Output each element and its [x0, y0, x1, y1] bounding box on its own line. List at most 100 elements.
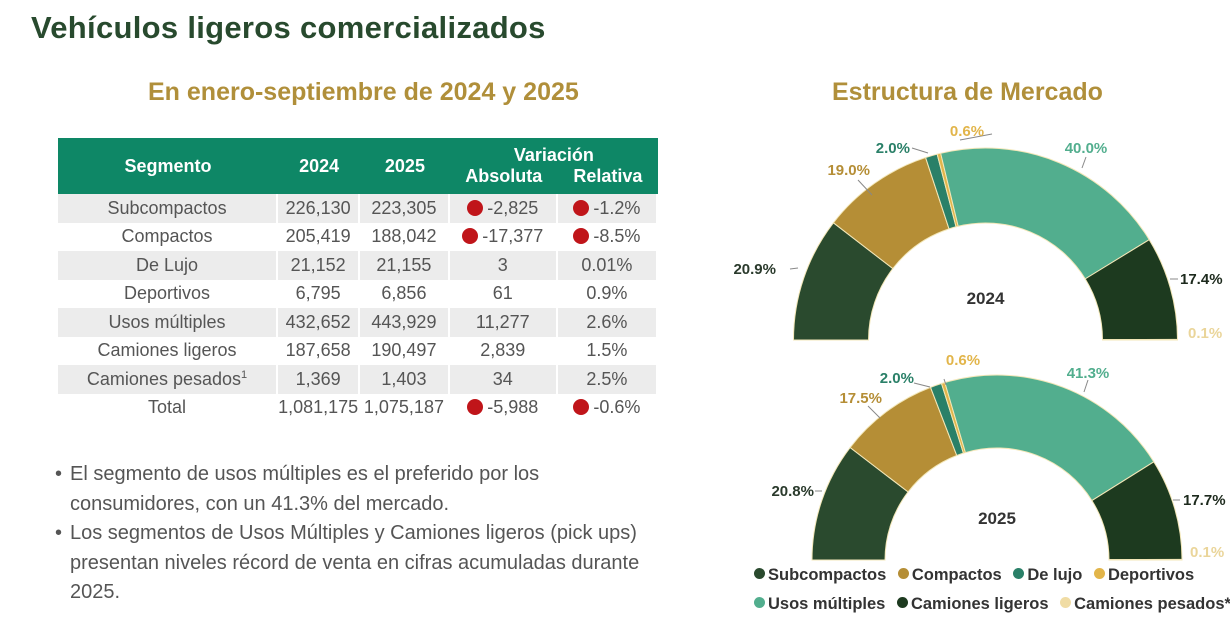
leader-line [943, 378, 947, 386]
cell-relative-value: 0.01% [581, 254, 633, 275]
leader-line [1083, 379, 1089, 393]
cell-absolute: 11,277 [449, 308, 558, 337]
cell-relative: 2.6% [557, 308, 658, 337]
legend-item-usos-multiples: Usos múltiples [754, 595, 885, 614]
bullet-icon: • [55, 522, 63, 544]
leader-line [789, 267, 799, 270]
center-year-label: 2024 [967, 289, 1005, 308]
cell-relative: 0.9% [557, 279, 658, 308]
cell-segment: Usos múltiples [58, 308, 279, 337]
cell-relative-value: 1.5% [586, 340, 628, 361]
data-label: 19.0% [827, 162, 870, 179]
cell-absolute-value: -5,988 [487, 397, 539, 418]
cell-absolute: 34 [449, 365, 558, 394]
negative-indicator-icon [573, 199, 590, 216]
cell-2025-value: 443,929 [371, 311, 437, 332]
col-header-2025: 2025 [360, 138, 450, 194]
cell-2024: 226,130 [278, 194, 361, 223]
cell-absolute: 3 [449, 251, 558, 280]
cell-2025: 188,042 [360, 222, 450, 251]
legend-label: Subcompactos [768, 566, 887, 584]
legend-row: Subcompactos Compactos De lujo Deportivo… [754, 566, 1230, 595]
legend-swatch-icon [1093, 568, 1105, 579]
cell-absolute-value: 3 [497, 254, 508, 275]
cell-2024-value: 6,795 [295, 283, 341, 304]
cell-2025-value: 1,403 [381, 368, 427, 389]
cell-2025-value: 6,856 [381, 283, 427, 304]
chart-legend: Subcompactos Compactos De lujo Deportivo… [754, 566, 1230, 624]
cell-2024-value: 432,652 [285, 311, 351, 332]
cell-absolute-value: 34 [492, 368, 513, 389]
cell-segment: Compactos [58, 222, 279, 251]
data-label: 20.8% [771, 483, 814, 500]
footnote-marker: 1 [241, 368, 248, 381]
cell-2024-value: 1,081,175 [278, 397, 359, 418]
cell-segment: Camiones pesados1 [58, 365, 279, 394]
cell-2025: 223,305 [360, 194, 450, 223]
table-row: Compactos 205,419 188,042 -17,377 -8.5% [58, 222, 658, 251]
cell-absolute-value: 2,839 [480, 340, 526, 361]
half-donut-2025: 20.8% 17.5% 2.0% 0.6% 41.3% 17.7% 0.1% 2025 [771, 352, 1225, 561]
data-label: 17.7% [1183, 492, 1226, 509]
leader-line [867, 405, 881, 419]
cell-2024-value: 226,130 [285, 197, 351, 218]
cell-segment-value: Usos múltiples [108, 311, 226, 332]
bullet-text: Los segmentos de Usos Múltiples y Camion… [70, 522, 640, 603]
cell-absolute: -2,825 [449, 194, 558, 223]
table-row: Subcompactos 226,130 223,305 -2,825 -1.2% [58, 194, 658, 223]
legend-label: Usos múltiples [768, 595, 886, 613]
table-subheader-row: Absoluta Relativa [58, 166, 658, 194]
legend-label: De lujo [1027, 566, 1083, 584]
cell-relative: -8.5% [557, 222, 658, 251]
cell-2025: 6,856 [360, 279, 450, 308]
table-subtitle: En enero-septiembre de 2024 y 2025 [148, 78, 579, 106]
cell-segment-value: Compactos [121, 226, 213, 247]
segment-table: Segmento 2024 2025 Variación Absoluta Re… [58, 138, 658, 422]
table-row: Camiones ligeros 187,658 190,497 2,839 1.5% [58, 336, 658, 365]
cell-2025: 190,497 [360, 336, 450, 365]
cell-2025: 1,075,187 [360, 393, 450, 422]
cell-relative-value: -0.6% [593, 397, 641, 418]
leader-line [1081, 156, 1087, 169]
cell-2025: 1,403 [360, 365, 450, 394]
cell-absolute: -17,377 [449, 222, 558, 251]
cell-2024-value: 205,419 [285, 226, 351, 247]
data-label: 0.1% [1190, 544, 1224, 561]
cell-2025-value: 188,042 [371, 226, 437, 247]
cell-2024-value: 187,658 [285, 340, 351, 361]
data-label: 0.1% [1188, 325, 1222, 342]
slice-usos-m-ltiples [944, 374, 1155, 502]
data-label: 0.6% [946, 352, 980, 369]
legend-item-de-lujo: De lujo [1013, 566, 1082, 585]
cell-2024: 21,152 [278, 251, 361, 280]
legend-item-camiones-ligeros: Camiones ligeros [896, 595, 1049, 614]
cell-segment-value: Subcompactos [107, 197, 227, 218]
bullet-text: El segmento de usos múltiples es el pref… [70, 463, 540, 515]
bullet-item: • Los segmentos de Usos Múltiples y Camio… [55, 519, 655, 608]
cell-segment: Subcompactos [58, 194, 279, 223]
legend-item-subcompactos: Subcompactos [754, 566, 886, 585]
table-row: De Lujo 21,152 21,155 3 0.01% [58, 251, 658, 280]
cell-2024-value: 21,152 [290, 254, 346, 275]
cell-2025-value: 223,305 [371, 197, 437, 218]
col-header-variation: Variación [449, 138, 658, 166]
slice-camiones-pesados [1108, 558, 1183, 561]
legend-item-compactos: Compactos [897, 566, 1002, 585]
cell-2025-value: 190,497 [371, 340, 437, 361]
cell-relative-value: 0.9% [586, 283, 628, 304]
data-label: 17.5% [839, 390, 882, 407]
page-title: Vehículos ligeros comercializados [31, 10, 546, 45]
bullet-list: • El segmento de usos múltiples es el pre… [55, 460, 655, 608]
cell-relative: 1.5% [557, 336, 658, 365]
cell-2025-value: 1,075,187 [363, 397, 444, 418]
data-label: 40.0% [1065, 140, 1108, 157]
table-row: Camiones pesados1 1,369 1,403 34 2.5% [58, 365, 658, 394]
cell-relative: 0.01% [557, 251, 658, 280]
negative-indicator-icon [467, 199, 484, 216]
cell-relative-value: 2.5% [586, 368, 628, 389]
cell-segment-value: Camiones pesados [86, 368, 242, 389]
cell-2024: 432,652 [278, 308, 361, 337]
chart-title: Estructura de Mercado [832, 78, 1103, 106]
data-label: 41.3% [1067, 365, 1110, 382]
